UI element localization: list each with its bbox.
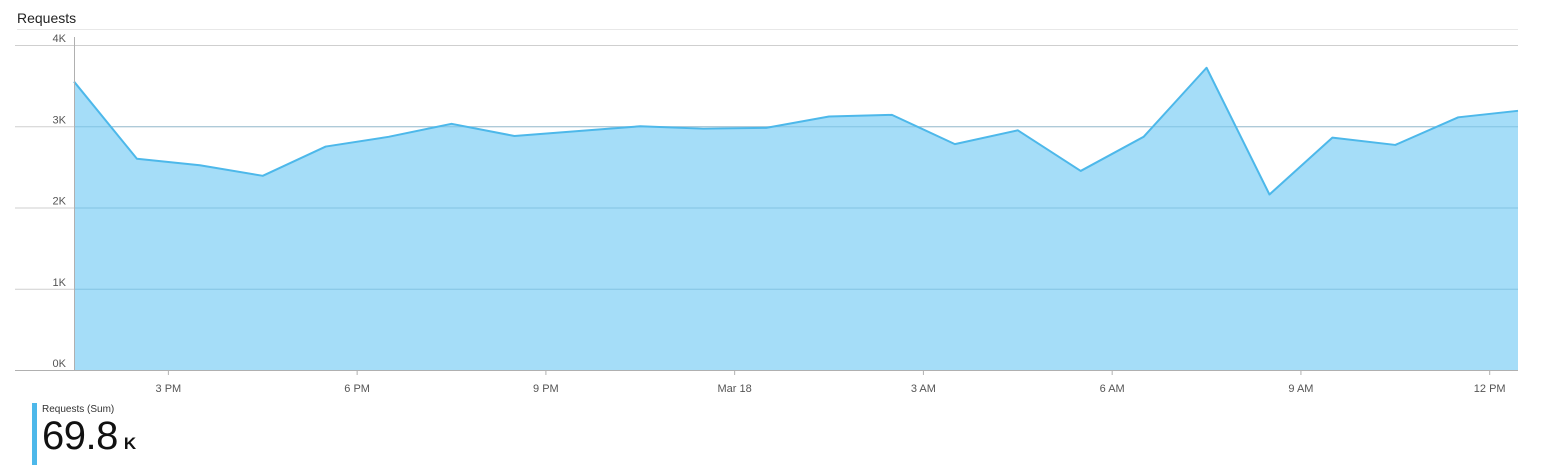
requests-area-chart[interactable]: 0K 1K 2K 3K 4K 3 PM 6 PM 9 PM Mar 18 3 AM 6 AM 9 A…	[0, 0, 1545, 400]
y-axis-tick-labels: 0K 1K 2K 3K 4K	[53, 33, 67, 370]
x-axis-tick-labels: 3 PM 6 PM 9 PM Mar 18 3 AM 6 AM 9 AM 12 PM	[156, 383, 1506, 395]
x-tick-label-9 AM: 9 AM	[1288, 383, 1313, 395]
title-divider	[17, 29, 1518, 30]
legend-total-value: 69.8	[42, 414, 118, 458]
series-area-fill	[74, 67, 1518, 370]
legend-total-unit: K	[123, 434, 137, 453]
legend-color-swatch	[32, 403, 37, 465]
legend-summary[interactable]: Requests (Sum) 69.8 K	[32, 403, 136, 465]
axes	[15, 37, 1518, 375]
series-line	[73, 66, 1519, 196]
x-tick-label-9 PM: 9 PM	[533, 383, 559, 395]
x-tick-label-6 PM: 6 PM	[344, 383, 370, 395]
x-tick-label-12 PM: 12 PM	[1474, 383, 1506, 395]
series-area	[73, 66, 1519, 370]
x-tick-label-Mar 18: Mar 18	[718, 383, 752, 395]
y-tick-label-1K: 1K	[53, 277, 67, 289]
legend-series-label: Requests (Sum)	[42, 404, 115, 415]
y-tick-label-3K: 3K	[53, 114, 67, 126]
y-tick-label-0K: 0K	[53, 358, 67, 370]
y-tick-label-2K: 2K	[53, 196, 67, 208]
y-tick-label-4K: 4K	[53, 33, 67, 45]
chart-title: Requests	[17, 10, 77, 26]
legend-total: 69.8 K	[42, 416, 136, 456]
x-tick-label-3 PM: 3 PM	[156, 383, 182, 395]
x-tick-label-6 AM: 6 AM	[1100, 383, 1125, 395]
x-tick-label-3 AM: 3 AM	[911, 383, 936, 395]
